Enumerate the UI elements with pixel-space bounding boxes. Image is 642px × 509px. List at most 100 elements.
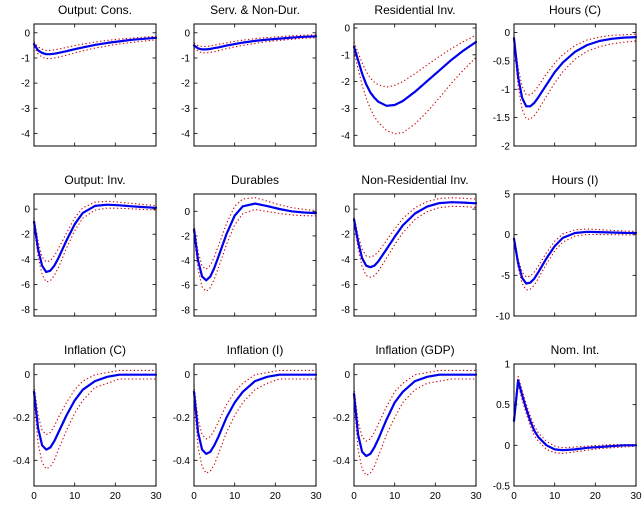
svg-text:0: 0 (24, 205, 30, 216)
svg-text:-4: -4 (341, 255, 350, 266)
svg-text:20: 20 (270, 491, 282, 502)
chart-canvas: 0 -2 -4 -6 -8 (181, 193, 318, 317)
chart-canvas: 0 -0.5 -1 -1.5 -2 (493, 23, 638, 153)
svg-text:10: 10 (69, 491, 81, 502)
chart-canvas: 0 -1 -2 -3 -4 (181, 23, 318, 147)
svg-text:-6: -6 (21, 280, 30, 291)
chart-canvas: 0 10 20 30 0 -0.2 -0.4 (13, 363, 162, 502)
chart-canvas: 0 -2 -4 -6 -8 (21, 193, 158, 317)
svg-text:10: 10 (549, 491, 561, 502)
svg-text:10: 10 (229, 491, 241, 502)
chart-canvas: 0 10 20 30 0 -0.2 -0.4 (333, 363, 482, 502)
svg-text:-0.5: -0.5 (493, 56, 511, 67)
svg-text:-4: -4 (181, 256, 190, 267)
subplot-non-residential-inv: Non-Residential Inv. 0 -2 -4 -6 -8 (322, 172, 482, 342)
svg-text:-0.2: -0.2 (173, 413, 191, 424)
chart-title: Non-Residential Inv. (361, 173, 469, 187)
svg-text:0: 0 (184, 28, 190, 39)
chart-canvas: 0 -1 -2 -3 -4 (341, 23, 478, 147)
subplot-hours-i: Hours (I) 5 0 -5 -10 (482, 172, 642, 342)
svg-text:-0.2: -0.2 (13, 413, 31, 424)
svg-text:30: 30 (150, 491, 162, 502)
chart-canvas: 0 10 20 30 0 -0.2 -0.4 (173, 363, 322, 502)
svg-text:1: 1 (504, 360, 510, 371)
svg-text:0: 0 (344, 24, 350, 35)
chart-title: Inflation (C) (63, 343, 127, 357)
chart-title: Residential Inv. (374, 3, 456, 17)
svg-text:-0.2: -0.2 (333, 413, 351, 424)
svg-text:20: 20 (110, 491, 122, 502)
svg-text:-0.5: -0.5 (493, 482, 511, 493)
svg-text:-4: -4 (21, 129, 30, 140)
svg-text:0: 0 (511, 491, 517, 502)
svg-text:-3: -3 (341, 104, 350, 115)
svg-text:-1: -1 (181, 54, 190, 65)
chart-title: Inflation (I) (226, 343, 284, 357)
svg-text:-2: -2 (21, 230, 30, 241)
svg-text:0: 0 (31, 491, 37, 502)
svg-text:0: 0 (24, 28, 30, 39)
svg-text:-1: -1 (21, 54, 30, 65)
chart-canvas: 5 0 -5 -10 (496, 190, 638, 323)
svg-text:0: 0 (344, 205, 350, 216)
svg-text:-0.4: -0.4 (13, 456, 31, 467)
subplot-output-inv: Output: Inv. 0 -2 -4 -6 -8 (2, 172, 162, 342)
subplot-hours-c: Hours (C) 0 -0.5 -1 -1.5 -2 (482, 2, 642, 172)
svg-text:-0.4: -0.4 (173, 456, 191, 467)
svg-text:20: 20 (590, 491, 602, 502)
svg-text:20: 20 (430, 491, 442, 502)
svg-text:-6: -6 (181, 281, 190, 292)
svg-text:-1: -1 (501, 85, 510, 96)
svg-text:-2: -2 (501, 142, 510, 153)
svg-text:-3: -3 (21, 104, 30, 115)
svg-text:0: 0 (504, 441, 510, 452)
svg-text:5: 5 (504, 190, 510, 201)
chart-title: Serv. & Non-Dur. (210, 3, 300, 17)
chart-title: Output: Cons. (57, 3, 133, 17)
svg-text:0: 0 (344, 370, 350, 381)
subplot-nom-int: Nom. Int. 0 10 20 30 1 0.5 0 -0.5 (482, 342, 642, 509)
subplot-durables: Durables 0 -2 -4 -6 -8 (162, 172, 322, 342)
svg-text:0: 0 (184, 207, 190, 218)
svg-text:-2: -2 (181, 79, 190, 90)
svg-text:-4: -4 (181, 129, 190, 140)
chart-title: Nom. Int. (550, 343, 600, 357)
subplot-serv-non-dur: Serv. & Non-Dur. 0 -1 -2 -3 -4 (162, 2, 322, 172)
svg-text:-2: -2 (341, 230, 350, 241)
svg-text:0: 0 (24, 370, 30, 381)
svg-text:-1: -1 (341, 50, 350, 61)
subplot-inflation-gdp: Inflation (GDP) 0 10 20 30 0 -0.2 -0.4 (322, 342, 482, 509)
svg-text:-10: -10 (496, 312, 511, 323)
svg-text:-0.4: -0.4 (333, 456, 351, 467)
svg-text:-6: -6 (341, 280, 350, 291)
subplot-residential-inv: Residential Inv. 0 -1 -2 -3 -4 (322, 2, 482, 172)
subplot-inflation-c: Inflation (C) 0 10 20 30 0 -0.2 -0.4 (2, 342, 162, 509)
svg-text:-2: -2 (341, 77, 350, 88)
chart-title: Durables (230, 173, 280, 187)
svg-text:-8: -8 (181, 305, 190, 316)
chart-canvas: 0 -1 -2 -3 -4 (21, 23, 158, 147)
svg-text:0: 0 (184, 370, 190, 381)
svg-text:0: 0 (504, 230, 510, 241)
svg-text:30: 30 (630, 491, 642, 502)
svg-text:0: 0 (191, 491, 197, 502)
svg-text:10: 10 (389, 491, 401, 502)
svg-text:-1.5: -1.5 (493, 113, 511, 124)
svg-text:-2: -2 (181, 231, 190, 242)
svg-text:-4: -4 (341, 131, 350, 142)
chart-title: Output: Inv. (64, 173, 126, 187)
svg-text:30: 30 (310, 491, 322, 502)
subplot-inflation-i: Inflation (I) 0 10 20 30 0 -0.2 -0.4 (162, 342, 322, 509)
chart-title: Hours (I) (551, 173, 599, 187)
svg-text:-5: -5 (501, 271, 510, 282)
svg-text:0.5: 0.5 (496, 400, 510, 411)
svg-text:-4: -4 (21, 255, 30, 266)
svg-text:-8: -8 (21, 305, 30, 316)
chart-canvas: 0 -2 -4 -6 -8 (341, 193, 478, 317)
chart-title: Hours (C) (548, 3, 601, 17)
svg-text:-3: -3 (181, 104, 190, 115)
subplot-output-cons: Output: Cons. 0 -1 -2 -3 -4 (2, 2, 162, 172)
svg-text:-8: -8 (341, 305, 350, 316)
